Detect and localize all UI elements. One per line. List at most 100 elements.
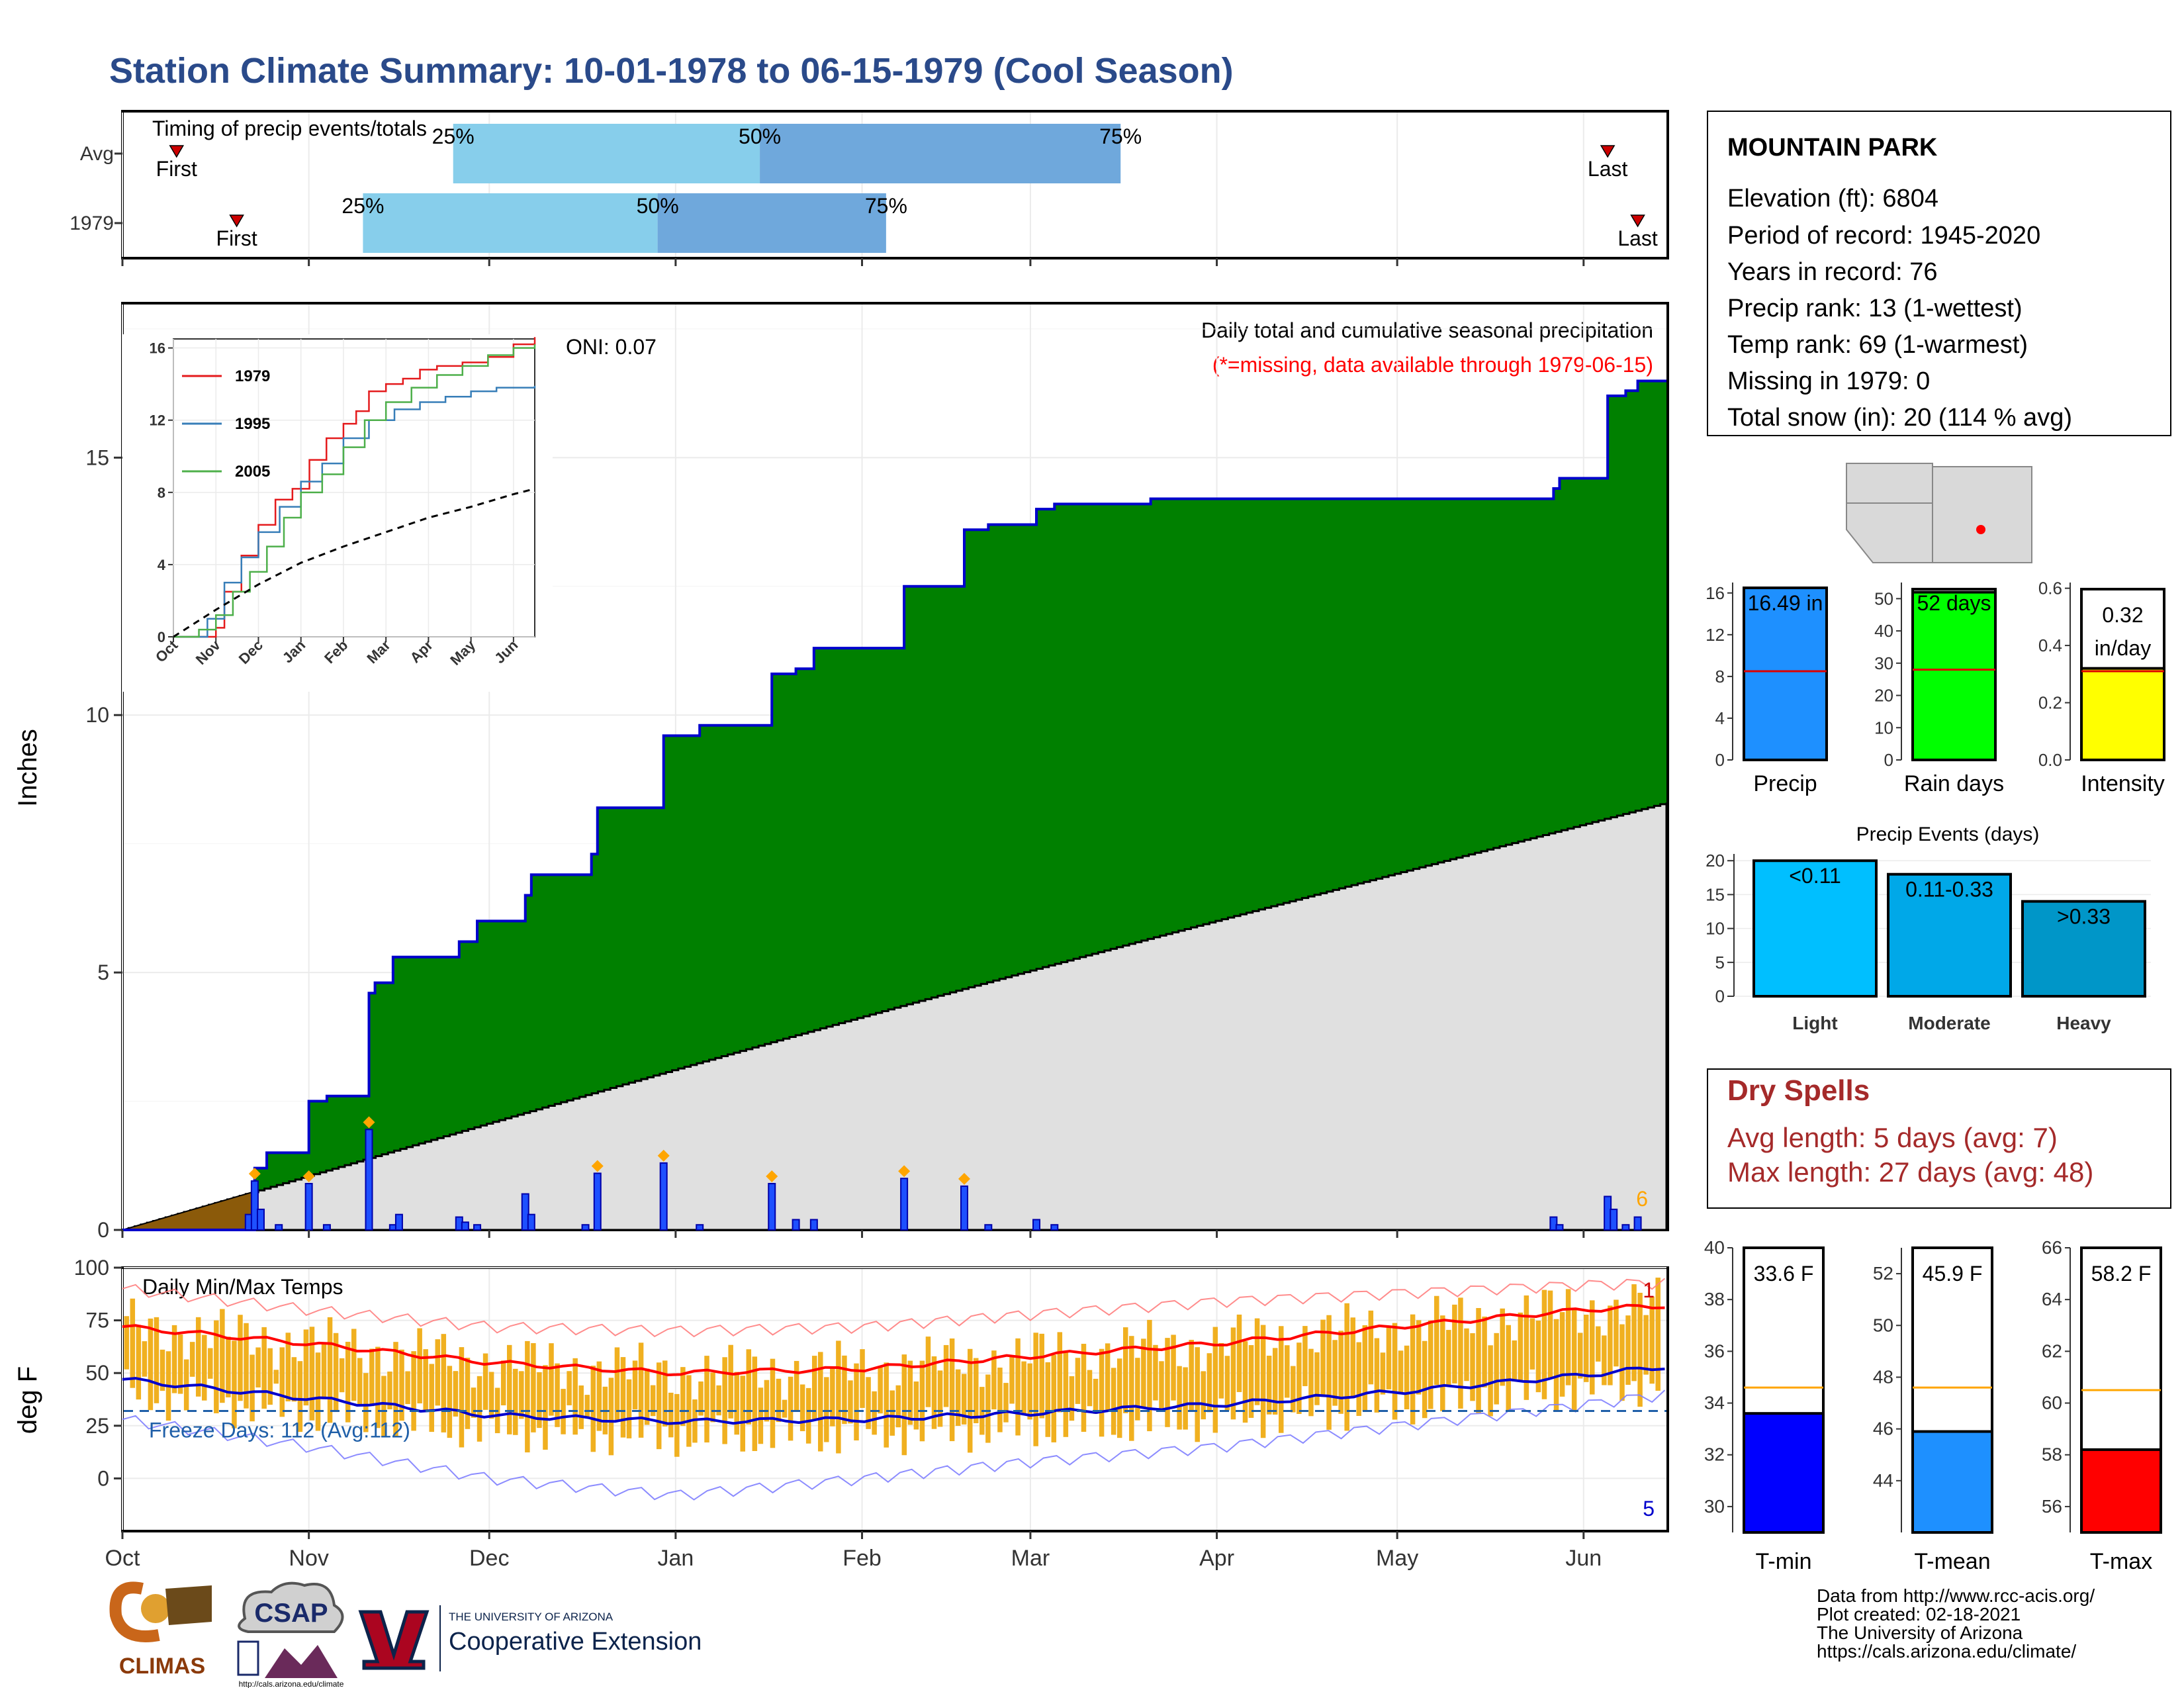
daily-temp-bar [1482,1316,1487,1388]
daily-temp-bar [148,1318,154,1411]
daily-precip-bar [275,1224,283,1231]
y-tick-label: 34 [1704,1393,1725,1413]
daily-temp-bar [1201,1371,1206,1420]
y-tick-label: 0 [1884,750,1893,770]
daily-temp-bar [429,1364,434,1432]
daily-temp-bar [1446,1330,1451,1387]
daily-temp-bar [1392,1323,1398,1420]
y-tick-label: 0.4 [2038,635,2062,655]
y-tick-label: 50 [1873,1315,1893,1335]
summary-category-label: Intensity [2081,771,2165,796]
daily-temp-bar [1524,1295,1529,1400]
daily-precip-bar [809,1219,818,1231]
daily-temp-bar [136,1325,142,1400]
oni-label: ONI: 0.07 [566,335,657,359]
inset-series-line [173,344,536,638]
timing-marker-first [229,214,244,228]
daily-temp-bar [578,1385,584,1429]
daily-temp-bar [764,1380,770,1422]
snow-marker [248,1168,261,1180]
timing-marker-first [169,145,185,158]
daily-temp-bar [1045,1362,1050,1437]
daily-temp-bar [1116,1358,1122,1438]
daily-temp-bar [465,1358,471,1429]
daily-temp-bar [1559,1312,1565,1397]
y-tick-label: 44 [1873,1470,1893,1491]
daily-temp-bar [596,1361,602,1431]
daily-temp-bar [244,1323,249,1409]
daily-temp-bar [949,1338,955,1442]
event-bar [1752,859,1878,998]
daily-temp-bar [1260,1325,1266,1438]
daily-temp-bar [567,1371,572,1405]
daily-temp-bar [656,1362,662,1450]
daily-temp-bar [1344,1303,1349,1431]
y-tick-label: 16 [150,340,165,357]
daily-temp-bar [1464,1328,1469,1382]
daily-temp-bar [1608,1305,1613,1385]
daily-temp-bar [770,1358,776,1448]
x-tick-label: Nov [289,1546,328,1571]
daily-temp-bar [734,1372,739,1435]
y-tick-label: 5 [1715,953,1725,972]
timing-bar-50-75 [760,124,1121,183]
daily-temp-bar [1291,1366,1296,1413]
daily-temp-bar [459,1347,465,1448]
daily-temp-bar [482,1353,488,1410]
daily-temp-bar [1332,1340,1338,1406]
inset-series-line [173,337,536,638]
daily-temp-bar [1386,1327,1392,1389]
daily-temp-bar [441,1334,447,1432]
event-category-label: Heavy [2056,1013,2111,1033]
timing-pct-label: 50% [637,194,679,218]
timing-pct-label: 75% [865,194,907,218]
events-title: Precip Events (days) [1856,823,2040,845]
daily-temp-bar [728,1344,733,1419]
summary-value-label: 52 days [1917,591,1991,615]
daily-temp-bar [393,1342,398,1436]
daily-temp-bar [1135,1358,1140,1421]
daily-temp-bar [1224,1356,1230,1411]
csap-logo: CSAP http://cals.arizona.edu/climate [237,1581,344,1688]
daily-temp-bar [1302,1326,1308,1387]
x-tick-label: Oct [105,1546,140,1571]
timing-row-label: Avg [80,143,114,165]
daily-temp-bar [202,1335,207,1401]
daily-temp-bar [363,1373,369,1432]
daily-temp-bar [985,1374,991,1443]
y-tick-label: 10 [1706,919,1725,939]
record-high-line [122,1278,1666,1338]
daily-temp-bar [1141,1338,1146,1408]
daily-temp-bar [1404,1345,1410,1410]
daily-temp-bar [159,1349,165,1391]
daily-temp-bar [477,1376,482,1442]
daily-temp-bar [405,1371,410,1405]
credits: Data from http://www.rcc-acis.org/ Plot … [1817,1585,2095,1662]
daily-precip-bar [521,1193,529,1231]
daily-temp-bar [805,1387,811,1444]
daily-temp-bar [411,1351,416,1431]
snow-marker [898,1165,911,1178]
legend-label: 2005 [235,463,270,481]
daily-temp-bar [1165,1338,1170,1427]
x-tick-label: Dec [469,1546,509,1571]
timing-pct-label: 50% [739,124,781,148]
event-bar-label: >0.33 [2057,905,2111,929]
page-title: Station Climate Summary: 10-01-1978 to 0… [109,51,1234,91]
snow-marker [591,1160,604,1172]
snow-marker [766,1170,778,1182]
daily-temp-bar [399,1349,404,1421]
daily-temp-bar [872,1391,877,1435]
daily-temp-bar [925,1336,931,1407]
summary-bar [1743,586,1828,761]
credit-line: The University of Arizona [1817,1622,2023,1643]
daily-temp-bar [238,1315,243,1401]
daily-temp-bar [543,1365,548,1450]
daily-temp-bar [991,1350,997,1410]
daily-temp-bar [315,1352,321,1431]
temp-summary-bar [1743,1412,1825,1534]
dry-spells-avg: Avg length: 5 days (avg: 7) [1727,1122,2058,1153]
daily-temp-bar [423,1349,428,1411]
y-tick-label: 10 [1874,718,1893,737]
daily-temp-bar [267,1348,273,1405]
